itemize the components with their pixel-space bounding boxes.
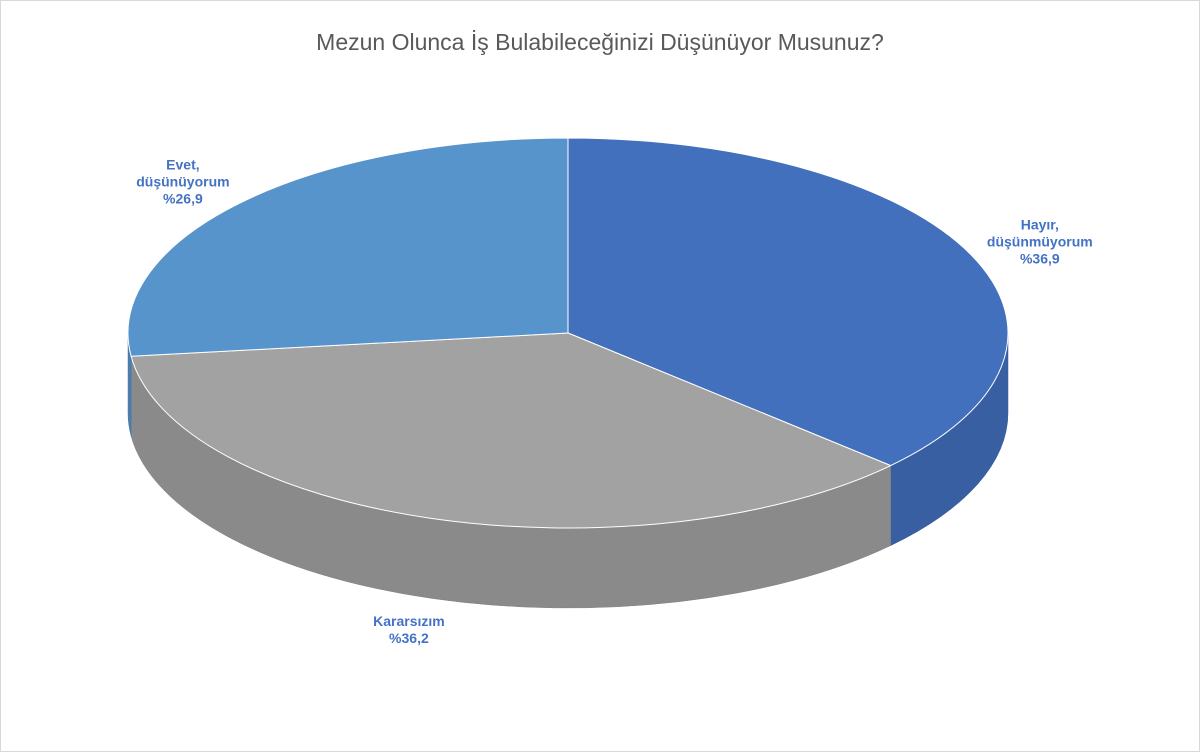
value-label: %26,9 [163, 190, 203, 207]
slice [567, 137, 1009, 467]
category-label: Hayır, düşünmüyorum [986, 216, 1093, 250]
value-label: %36,9 [1019, 250, 1060, 267]
category-label: Kararsızım [373, 612, 445, 629]
chart-title: Mezun Olunca İş Bulabileceğinizi Düşünüy… [316, 29, 884, 55]
category-label: Evet, düşünüyorum [136, 156, 230, 190]
data-label: Evet, düşünüyorum %26,9 [118, 156, 248, 207]
slice [130, 332, 892, 529]
data-label: Kararsızım %36,2 [344, 613, 474, 647]
value-label: %36,2 [389, 629, 429, 646]
data-label: Hayır, düşünmüyorum %36,9 [975, 216, 1105, 267]
slice [127, 137, 569, 357]
